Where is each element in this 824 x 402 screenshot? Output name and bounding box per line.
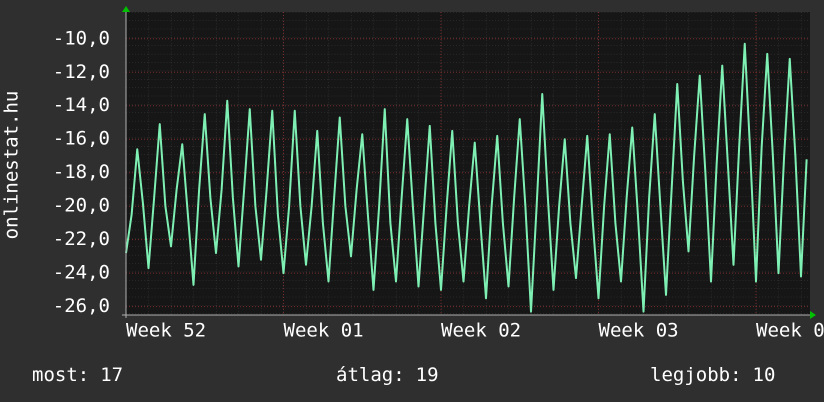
y-tick-label: -10,0 bbox=[53, 27, 110, 49]
stat-value: 17 bbox=[100, 364, 123, 386]
y-tick-label: -22,0 bbox=[53, 228, 110, 250]
y-axis-title: onlinestat.hu bbox=[1, 91, 23, 240]
y-axis-arrow bbox=[122, 6, 130, 12]
stat: legjobb: 10 bbox=[650, 364, 775, 386]
x-tick-label: Week 04 bbox=[756, 320, 824, 342]
x-tick-label: Week 03 bbox=[599, 320, 679, 342]
stat: most: 17 bbox=[32, 364, 123, 386]
x-axis-arrow bbox=[810, 311, 816, 319]
y-tick-label: -20,0 bbox=[53, 195, 110, 217]
stat-label: legjobb: bbox=[650, 364, 742, 386]
x-tick-label: Week 02 bbox=[441, 320, 521, 342]
data-line bbox=[125, 42, 808, 313]
x-tick-label: Week 52 bbox=[126, 320, 206, 342]
y-tick-label: -16,0 bbox=[53, 128, 110, 150]
y-tick-label: -14,0 bbox=[53, 94, 110, 116]
y-tick-label: -12,0 bbox=[53, 61, 110, 83]
stat-value: 19 bbox=[416, 364, 439, 386]
y-tick-label: -24,0 bbox=[53, 262, 110, 284]
minor-grid bbox=[126, 12, 810, 315]
labels: -26,0 -24,0 -22,0 -20,0 -18,0 -16,0 -14,0 -12,0… bbox=[32, 27, 824, 385]
series bbox=[125, 42, 808, 313]
stat-value: 10 bbox=[753, 364, 776, 386]
stat-label: átlag: bbox=[336, 364, 405, 386]
x-tick-label: Week 01 bbox=[284, 320, 364, 342]
y-tick-label: -26,0 bbox=[53, 295, 110, 317]
stat: átlag: 19 bbox=[336, 364, 439, 386]
y-tick-label: -18,0 bbox=[53, 161, 110, 183]
stat-label: most: bbox=[32, 364, 89, 386]
